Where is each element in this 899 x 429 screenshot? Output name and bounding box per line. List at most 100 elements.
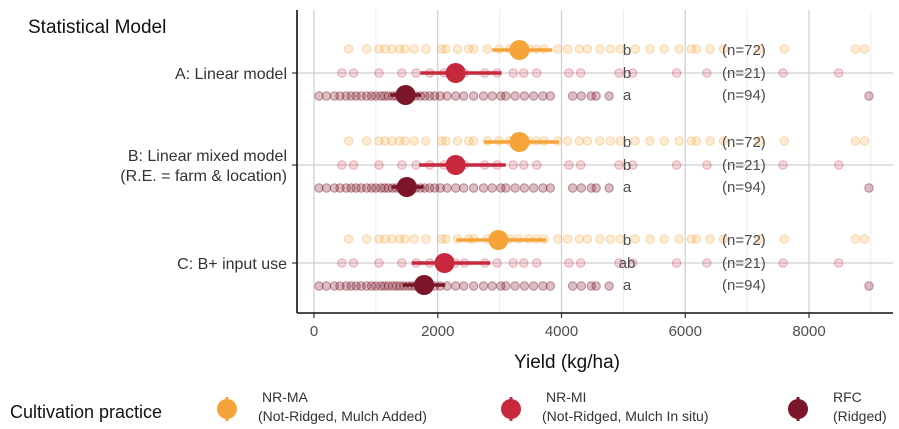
raw-point bbox=[387, 234, 397, 244]
raw-point bbox=[574, 234, 585, 244]
raw-point bbox=[545, 183, 556, 193]
raw-point bbox=[691, 234, 702, 244]
raw-point bbox=[859, 136, 870, 146]
raw-point bbox=[705, 136, 715, 146]
raw-point bbox=[519, 160, 529, 170]
raw-point bbox=[425, 183, 435, 193]
raw-point bbox=[400, 136, 410, 146]
raw-point bbox=[425, 91, 435, 101]
raw-point bbox=[383, 281, 393, 291]
raw-point bbox=[582, 136, 593, 146]
raw-point bbox=[321, 281, 332, 291]
raw-point bbox=[718, 136, 729, 146]
raw-point bbox=[442, 91, 452, 101]
raw-point bbox=[545, 91, 556, 101]
raw-point bbox=[366, 183, 377, 193]
raw-point bbox=[459, 183, 469, 193]
raw-point bbox=[834, 68, 844, 78]
raw-point bbox=[391, 281, 401, 291]
raw-point bbox=[314, 91, 324, 101]
raw-point bbox=[615, 44, 625, 54]
raw-point bbox=[376, 183, 386, 193]
raw-point bbox=[562, 234, 573, 244]
raw-point bbox=[582, 234, 593, 244]
raw-point bbox=[586, 281, 596, 291]
raw-point bbox=[545, 281, 556, 291]
raw-point bbox=[614, 160, 624, 170]
raw-point bbox=[864, 281, 874, 291]
raw-point bbox=[564, 160, 574, 170]
raw-point bbox=[671, 160, 682, 170]
raw-point bbox=[586, 91, 596, 101]
raw-point bbox=[595, 136, 605, 146]
raw-point bbox=[564, 258, 574, 268]
raw-point bbox=[409, 44, 419, 54]
sample-size: (n=94) bbox=[722, 179, 766, 196]
raw-point bbox=[411, 160, 421, 170]
raw-point bbox=[374, 160, 384, 170]
raw-point bbox=[778, 68, 788, 78]
raw-point bbox=[371, 91, 381, 101]
significance-letter: b bbox=[623, 65, 631, 82]
raw-point bbox=[553, 44, 563, 54]
raw-point bbox=[501, 281, 511, 291]
raw-point bbox=[343, 44, 354, 54]
raw-point bbox=[421, 234, 431, 244]
x-tick-label: 6000 bbox=[669, 323, 702, 340]
raw-point bbox=[674, 44, 684, 54]
raw-observations bbox=[314, 44, 874, 291]
model-label: (R.E. = farm & location) bbox=[120, 168, 287, 185]
raw-point bbox=[468, 44, 479, 54]
raw-point bbox=[614, 258, 624, 268]
estimate-point bbox=[509, 40, 530, 60]
raw-point bbox=[567, 183, 578, 193]
raw-point bbox=[508, 68, 518, 78]
significance-letter: b bbox=[623, 232, 631, 249]
raw-point bbox=[337, 68, 347, 78]
raw-point bbox=[645, 234, 655, 244]
raw-point bbox=[645, 136, 655, 146]
raw-point bbox=[478, 183, 489, 193]
raw-point bbox=[351, 91, 361, 101]
sample-size: (n=21) bbox=[722, 255, 766, 272]
raw-point bbox=[538, 183, 548, 193]
raw-point bbox=[702, 160, 712, 170]
raw-point bbox=[659, 136, 669, 146]
raw-point bbox=[366, 91, 377, 101]
raw-point bbox=[329, 91, 340, 101]
raw-point bbox=[371, 281, 381, 291]
raw-point bbox=[575, 160, 586, 170]
raw-point bbox=[645, 44, 655, 54]
raw-point bbox=[496, 91, 506, 101]
raw-point bbox=[429, 183, 440, 193]
raw-point bbox=[452, 44, 463, 54]
raw-point bbox=[705, 44, 715, 54]
raw-point bbox=[343, 136, 354, 146]
raw-point bbox=[705, 234, 715, 244]
raw-point bbox=[702, 68, 712, 78]
raw-point bbox=[361, 91, 372, 101]
raw-point bbox=[487, 281, 497, 291]
raw-point bbox=[627, 160, 638, 170]
raw-point bbox=[671, 68, 682, 78]
raw-point bbox=[371, 183, 381, 193]
raw-point bbox=[859, 44, 870, 54]
significance-letter: a bbox=[623, 277, 632, 294]
raw-point bbox=[397, 160, 407, 170]
raw-point bbox=[335, 91, 345, 101]
raw-point bbox=[379, 91, 390, 101]
raw-point bbox=[834, 258, 844, 268]
raw-point bbox=[376, 91, 386, 101]
raw-point bbox=[487, 183, 497, 193]
raw-point bbox=[562, 136, 573, 146]
raw-point bbox=[421, 136, 431, 146]
raw-point bbox=[834, 160, 844, 170]
legend-label: NR-MI bbox=[546, 389, 586, 405]
raw-point bbox=[436, 44, 447, 54]
raw-point bbox=[519, 68, 529, 78]
significance-letter: b bbox=[623, 157, 631, 174]
raw-point bbox=[452, 136, 463, 146]
raw-point bbox=[380, 44, 390, 54]
estimate-point bbox=[488, 230, 509, 250]
raw-point bbox=[400, 234, 410, 244]
